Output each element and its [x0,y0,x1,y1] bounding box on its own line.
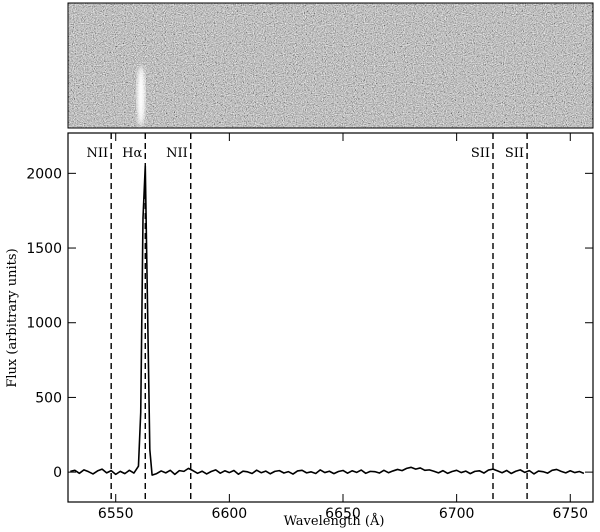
x-tick-label: 6600 [212,506,248,522]
y-tick-label: 1000 [26,316,62,332]
x-tick-label: 6700 [439,506,475,522]
noise-image [68,3,593,128]
line-label: NII [166,146,188,161]
image-frame [67,2,594,129]
y-axis-title: Flux (arbitrary units) [5,248,20,387]
y-tick-label: 2000 [26,166,62,182]
plot-frame [67,132,594,503]
spectrum-image [67,2,594,129]
line-label: NII [87,146,109,161]
y-tick-label: 1500 [26,241,62,257]
line-label: SII [471,146,490,161]
x-tick-label: 6750 [552,506,588,522]
x-tick-label: 6650 [325,506,361,522]
emission-blob [137,66,145,126]
y-tick-label: 0 [53,465,62,481]
y-tick-label: 500 [35,390,62,406]
line-label: SII [505,146,524,161]
x-tick-label: 6550 [98,506,134,522]
x-axis-title: Wavelength (Å) [284,513,385,529]
line-label: Hα [122,146,142,161]
spectrum-line [70,165,585,476]
